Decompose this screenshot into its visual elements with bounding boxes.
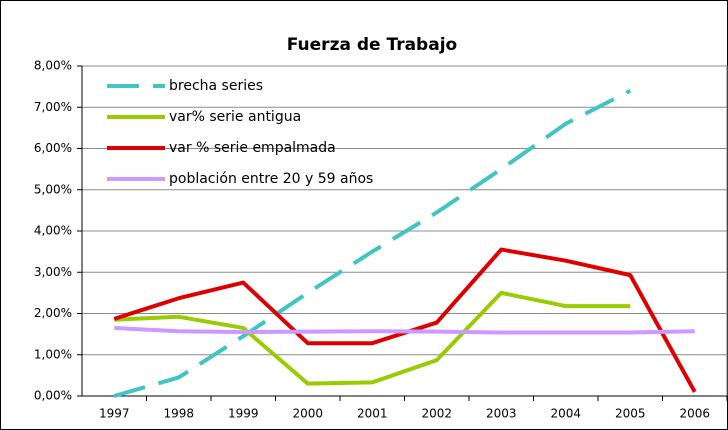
y-tick-label: 2,00% bbox=[34, 306, 72, 320]
series-line bbox=[114, 290, 631, 386]
y-tick-label: 3,00% bbox=[34, 265, 72, 279]
legend-label: brecha series bbox=[169, 78, 263, 94]
x-tick-label: 2006 bbox=[679, 407, 710, 421]
x-tick-label: 2001 bbox=[357, 407, 388, 421]
y-tick-label: 7,00% bbox=[34, 100, 72, 114]
series-line bbox=[114, 325, 695, 335]
x-tick-label: 2000 bbox=[292, 407, 323, 421]
legend-label: var % serie empalmada bbox=[169, 140, 336, 156]
y-tick-label: 4,00% bbox=[34, 224, 72, 238]
x-tick-label: 1997 bbox=[99, 407, 130, 421]
x-tick-label: 2004 bbox=[550, 407, 581, 421]
y-tick-label: 8,00% bbox=[34, 59, 72, 73]
x-tick-label: 1998 bbox=[163, 407, 194, 421]
chart-title: Fuerza de Trabajo bbox=[287, 35, 457, 55]
x-tick-label: 2005 bbox=[615, 407, 646, 421]
series-line bbox=[113, 88, 632, 398]
x-tick-label: 1999 bbox=[228, 407, 259, 421]
legend-label: población entre 20 y 59 años bbox=[169, 171, 373, 187]
legend-label: var% serie antigua bbox=[169, 109, 301, 125]
y-tick-label: 0,00% bbox=[34, 389, 72, 403]
y-tick-label: 1,00% bbox=[34, 347, 72, 361]
y-tick-label: 6,00% bbox=[34, 141, 72, 155]
y-tick-label: 5,00% bbox=[34, 182, 72, 196]
x-tick-label: 2002 bbox=[421, 407, 452, 421]
x-tick-label: 2003 bbox=[486, 407, 517, 421]
